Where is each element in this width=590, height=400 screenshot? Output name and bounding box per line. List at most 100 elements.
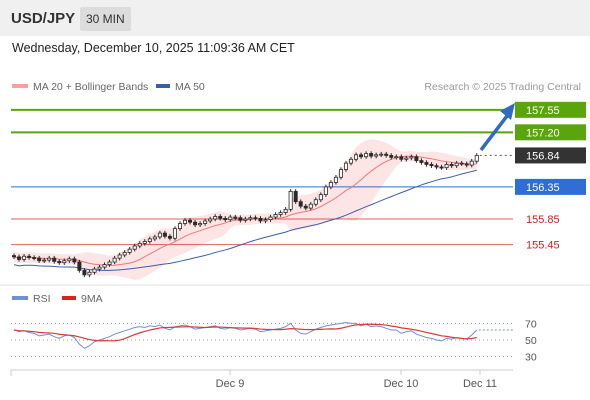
candle [323,184,328,197]
forecast-arrow [479,103,515,152]
candle [414,154,419,163]
candle [298,199,303,209]
candle [142,239,147,246]
candle [218,214,223,221]
candle [439,164,444,170]
current-price-label: 156.84 [526,150,560,162]
candle [162,230,167,239]
ma20-legend-swatch [12,84,28,88]
x-axis: Dec 9 Dec 10 Dec 11 [216,370,497,390]
support-level-label: 155.45 [526,240,560,252]
candle [459,160,464,167]
candle [248,215,253,222]
candle [419,158,424,165]
candle [92,266,97,275]
candle [62,258,67,265]
candle [328,180,333,190]
resistance-level-tag [515,101,586,118]
candle [253,215,258,221]
candle [333,175,338,185]
x-tick-label: Dec 9 [216,378,245,390]
candle [203,218,208,226]
candle [263,217,268,224]
candle [82,268,87,278]
candle [188,218,193,225]
candle [258,216,263,224]
candle [198,221,203,228]
rsi-panel: 70 50 30 [11,318,537,364]
candle [313,197,318,207]
candle [434,163,439,170]
candles [11,151,479,278]
candle [268,214,273,222]
resistance-level-label: 157.20 [526,127,560,139]
candle [157,230,162,240]
candle [379,151,384,158]
candle [394,154,399,160]
timestamp: Wednesday, December 10, 2025 11:09:36 AM… [12,41,295,55]
candle [132,243,137,252]
ma20-line [13,155,477,266]
candle [87,270,92,278]
candle [208,216,213,224]
candle [429,162,434,168]
timeframe-badge[interactable]: 30 MIN [80,7,131,31]
candle [449,162,454,168]
candle [77,259,82,273]
candle [152,234,157,242]
candle [228,214,233,222]
candle [389,153,394,160]
candle [283,207,288,215]
candle [399,154,404,162]
bollinger-band-area [14,139,477,281]
x-tick-label: Dec 11 [463,378,497,390]
rsi-line [13,321,478,349]
ma50-line [13,169,477,271]
candle [464,161,469,168]
ma50-legend-swatch [156,84,170,88]
resistance-level-tag [515,124,586,141]
candle [122,250,127,258]
candle [97,264,102,272]
candle [384,151,389,158]
credit-text: Research © 2025 Trading Central [424,81,581,93]
ma50-legend-label: MA 50 [175,81,205,93]
rsi-ma-legend-label: 9MA [81,293,103,305]
symbol-title: USD/JPY [11,10,76,27]
candle [107,259,112,267]
candle [474,153,479,164]
candle [27,253,32,260]
rsi-legend-swatch [12,296,28,300]
support-level-label: 155.85 [526,214,560,226]
rsi-level-label: 50 [525,335,537,347]
candle [177,221,182,231]
candle [32,255,37,261]
candle [409,154,414,161]
bollinger-bands [14,139,477,281]
candle [42,257,47,263]
rsi-level-label: 30 [525,352,537,364]
candle [354,152,359,162]
candle [127,246,132,255]
candle [349,157,354,166]
candle [102,262,107,270]
candle [52,255,57,264]
ma20-legend-label: MA 20 + Bollinger Bands [33,81,148,93]
candle [57,259,62,265]
candle [17,254,22,262]
candle [193,219,198,228]
candle [37,255,42,263]
candle [243,216,248,223]
candle [364,151,369,159]
candle [369,151,374,159]
candle [308,201,313,211]
rsi-legend-label: RSI [33,293,51,305]
candle [318,192,323,202]
candle [288,189,293,212]
candle [424,160,429,167]
candle [167,234,172,241]
candle [22,253,27,262]
price-levels [11,108,514,246]
candle [338,167,343,180]
